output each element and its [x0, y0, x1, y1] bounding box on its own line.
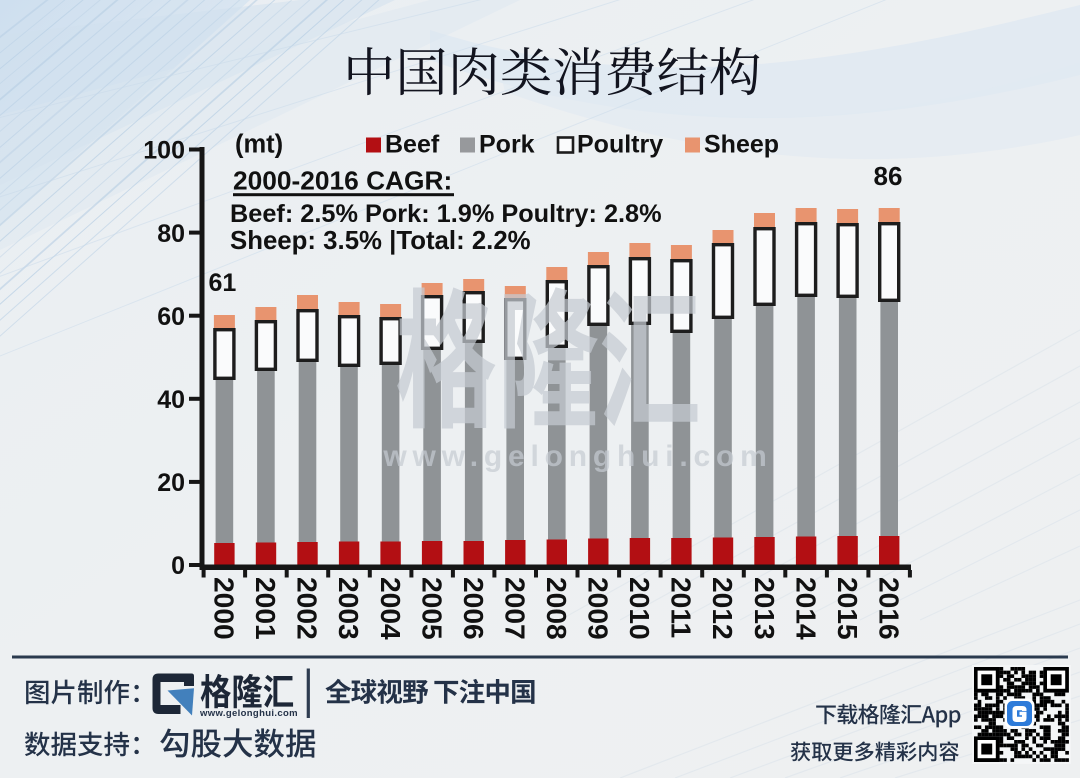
svg-text:2001: 2001	[250, 577, 282, 640]
svg-text:80: 80	[157, 220, 185, 248]
svg-text:(mt): (mt)	[235, 131, 283, 159]
svg-text:Sheep: 3.5% |Total: 2.2%: Sheep: 3.5% |Total: 2.2%	[230, 227, 531, 255]
svg-text:2014: 2014	[790, 577, 822, 640]
svg-text:Beef: 2.5% Pork: 1.9% Poultry:: Beef: 2.5% Pork: 1.9% Poultry: 2.8%	[230, 200, 662, 228]
svg-text:2003: 2003	[333, 577, 365, 640]
svg-text:Pork: Pork	[479, 131, 535, 159]
svg-text:2009: 2009	[583, 577, 615, 640]
svg-text:www.gelonghui.com: www.gelonghui.com	[199, 708, 298, 719]
svg-text:2008: 2008	[541, 577, 573, 640]
svg-text:2000: 2000	[209, 577, 241, 640]
svg-text:2007: 2007	[499, 577, 531, 640]
svg-text:2016: 2016	[873, 577, 905, 640]
svg-text:2010: 2010	[624, 577, 656, 640]
svg-text:20: 20	[157, 469, 185, 497]
svg-text:0: 0	[171, 552, 185, 580]
svg-text:2012: 2012	[707, 577, 739, 640]
svg-text:Sheep: Sheep	[704, 131, 779, 159]
svg-text:40: 40	[157, 386, 185, 414]
svg-text:www.gelonghui.com: www.gelonghui.com	[382, 440, 772, 473]
svg-text:2015: 2015	[832, 577, 864, 640]
svg-text:Beef: Beef	[385, 131, 440, 159]
svg-text:61: 61	[209, 269, 237, 297]
svg-text:2000-2016 CAGR:: 2000-2016 CAGR:	[233, 166, 452, 196]
svg-text:Poultry: Poultry	[577, 131, 663, 159]
svg-text:2011: 2011	[666, 577, 698, 638]
svg-text:100: 100	[143, 137, 185, 165]
svg-text:2005: 2005	[416, 577, 448, 640]
svg-text:60: 60	[157, 303, 185, 331]
svg-text:2013: 2013	[749, 577, 781, 640]
svg-text:2002: 2002	[292, 577, 324, 640]
svg-text:2004: 2004	[375, 577, 407, 640]
svg-text:2006: 2006	[458, 577, 490, 640]
svg-text:86: 86	[874, 161, 903, 191]
